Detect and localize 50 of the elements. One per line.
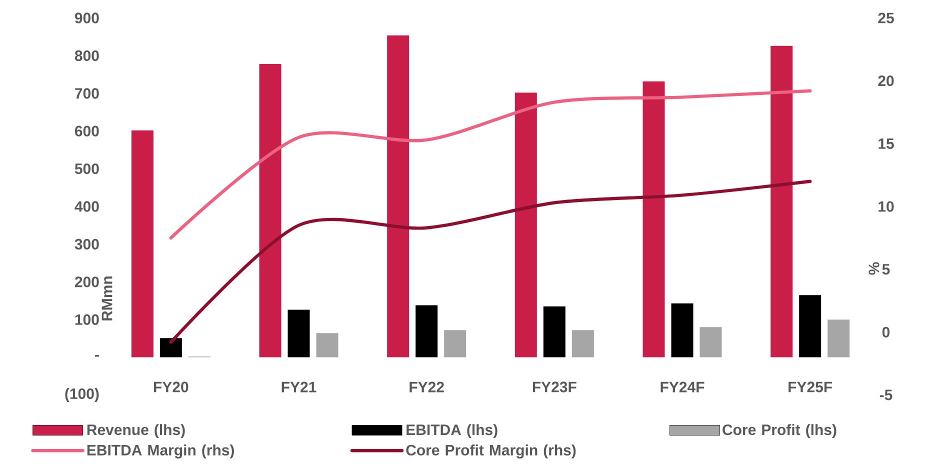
- bar: [387, 35, 410, 358]
- y2-tick-label: 15: [878, 138, 894, 149]
- legend-label: Core Profit (lhs): [722, 424, 836, 438]
- y-tick-label: 400: [74, 201, 99, 212]
- bar: [160, 338, 182, 358]
- x-tick-label: FY22: [410, 382, 444, 392]
- legend-label: EBITDA Margin (rhs): [87, 444, 234, 459]
- y-tick-label: (100): [65, 388, 99, 402]
- y-axis-title: RMmn: [102, 276, 112, 320]
- y2-tick-label: 10: [878, 201, 894, 212]
- bar: [770, 46, 793, 358]
- y2-tick-label: 25: [878, 12, 894, 24]
- x-tick-label: FY21: [282, 382, 316, 392]
- bar: [316, 333, 338, 358]
- y-tick-label: 600: [74, 126, 99, 136]
- legend-label: Revenue (lhs): [87, 424, 185, 438]
- legend-label: EBITDA (lhs): [406, 424, 498, 438]
- y-tick-label: 800: [74, 50, 99, 62]
- bar: [572, 330, 594, 358]
- bar: [444, 330, 466, 358]
- y-tick-label: 300: [74, 238, 99, 250]
- bar: [288, 310, 310, 358]
- y-tick-label: 500: [74, 163, 99, 174]
- bar: [642, 81, 665, 358]
- y2-axis-title: %: [868, 262, 880, 275]
- y-tick-label: 700: [75, 88, 99, 99]
- y2-tick-label: -5: [880, 390, 892, 400]
- legend-label: Core Profit Margin (rhs): [406, 444, 576, 459]
- y-tick-label: -: [95, 354, 99, 357]
- bar: [416, 305, 438, 358]
- bar: [131, 130, 154, 358]
- line-series: [169, 89, 812, 240]
- x-tick-label: FY20: [154, 382, 188, 392]
- y-tick-label: 200: [74, 276, 99, 288]
- bar: [799, 295, 822, 358]
- y-tick-label: 100: [75, 314, 99, 325]
- bar: [259, 64, 282, 358]
- x-tick-label: FY23F: [532, 382, 576, 392]
- bar: [514, 92, 537, 358]
- bar: [700, 327, 722, 358]
- x-tick-label: FY25F: [788, 382, 832, 392]
- y2-tick-label: 20: [878, 76, 894, 86]
- y2-tick-label: 0: [882, 326, 890, 338]
- y-tick-label: 900: [74, 12, 99, 24]
- bar: [543, 306, 566, 358]
- x-tick-label: FY24F: [660, 382, 704, 392]
- line-series: [169, 180, 812, 344]
- bar: [828, 320, 850, 358]
- bar: [671, 303, 694, 358]
- y2-tick-label: 5: [882, 264, 890, 275]
